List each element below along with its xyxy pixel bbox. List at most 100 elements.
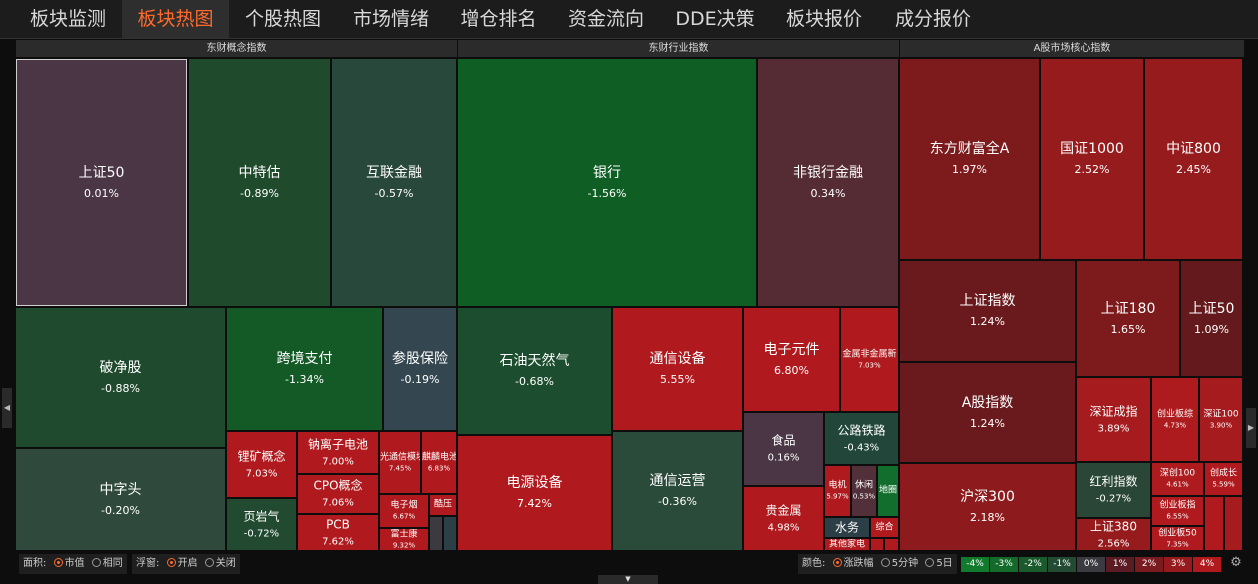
- tile[interactable]: 中证800 2.45%: [1144, 58, 1243, 260]
- tile-name: 锂矿概念: [237, 449, 286, 463]
- left-arrow-icon[interactable]: ◀: [2, 388, 12, 428]
- tile-change: 0.34%: [810, 186, 846, 200]
- gear-icon[interactable]: ⚙: [1230, 555, 1242, 570]
- tile[interactable]: 电源设备 7.42%: [457, 435, 612, 551]
- radio-icon[interactable]: [204, 558, 214, 567]
- tile[interactable]: 水务: [824, 517, 870, 538]
- tile[interactable]: 电机 5.97%: [824, 465, 851, 517]
- tile[interactable]: 综合: [870, 517, 899, 538]
- tile[interactable]: 中字头 -0.20%: [15, 448, 226, 551]
- tile[interactable]: 跨境支付 -1.34%: [226, 307, 383, 431]
- tile[interactable]: 麒麟电池 6.83%: [421, 431, 457, 494]
- radio-icon[interactable]: [880, 558, 890, 567]
- tab-stock-heatmap[interactable]: 个股热图: [244, 8, 321, 30]
- tile[interactable]: 上证50 0.01%: [16, 59, 187, 306]
- tile-change: 4.98%: [767, 522, 800, 533]
- tile[interactable]: 酷压: [429, 494, 457, 516]
- radio-icon[interactable]: [832, 558, 842, 567]
- tile[interactable]: 石油天然气 -0.68%: [457, 307, 612, 435]
- tab-sector-quote[interactable]: 板块报价: [785, 8, 862, 30]
- tile[interactable]: 中特估 -0.89%: [188, 58, 331, 307]
- tile[interactable]: 公路铁路 -0.43%: [824, 412, 899, 465]
- tile-small[interactable]: [884, 538, 899, 551]
- tile-small[interactable]: [443, 516, 457, 551]
- color-option-5min[interactable]: 5分钟: [891, 558, 919, 569]
- tile-name: 钠离子电池: [307, 437, 368, 451]
- tile[interactable]: 电子元件 6.80%: [743, 307, 840, 412]
- tile[interactable]: 食品 0.16%: [743, 412, 824, 486]
- tile-small[interactable]: [870, 538, 884, 551]
- tab-sector-monitor[interactable]: 板块监测: [29, 8, 106, 30]
- tile[interactable]: 破净股 -0.88%: [15, 307, 226, 448]
- tab-dde-decision[interactable]: DDE决策: [675, 8, 755, 30]
- tile[interactable]: 通信运营 -0.36%: [612, 431, 743, 551]
- tile[interactable]: 地圈: [877, 465, 899, 517]
- tile-change: -0.27%: [1095, 493, 1132, 505]
- tile[interactable]: 创业板综 4.73%: [1151, 377, 1199, 462]
- tile[interactable]: 创成长 5.59%: [1204, 462, 1243, 496]
- tile[interactable]: 上证50 1.09%: [1180, 260, 1243, 377]
- tile-name: 沪深300: [960, 489, 1015, 505]
- tile-name: 上证50: [78, 164, 125, 181]
- tile-name: A股指数: [961, 394, 1014, 411]
- tab-market-sentiment[interactable]: 市场情绪: [352, 8, 429, 30]
- tile[interactable]: PCB 7.62%: [297, 514, 379, 551]
- tab-sector-heatmap[interactable]: 板块热图: [122, 0, 229, 38]
- tile-change: 1.97%: [952, 163, 987, 176]
- tile[interactable]: 贵金属 4.98%: [743, 486, 824, 551]
- radio-icon[interactable]: [166, 558, 176, 567]
- down-arrow-icon[interactable]: ▼: [598, 575, 658, 584]
- tile-small[interactable]: [429, 516, 443, 551]
- tile[interactable]: 互联金融 -0.57%: [331, 58, 457, 307]
- tile[interactable]: 银行 -1.56%: [457, 58, 757, 307]
- tile[interactable]: 富士康 9.32%: [379, 528, 429, 551]
- tile[interactable]: 上证180 1.65%: [1076, 260, 1180, 377]
- tile-change: 7.06%: [322, 497, 354, 509]
- float-option-on[interactable]: 开启: [177, 558, 198, 569]
- tile[interactable]: 深证成指 3.89%: [1076, 377, 1151, 462]
- tile[interactable]: CPO概念 7.06%: [297, 474, 379, 514]
- tile[interactable]: 电子烟 6.67%: [379, 494, 429, 528]
- tile[interactable]: 深创100 4.61%: [1151, 462, 1204, 496]
- tile-small[interactable]: [1224, 496, 1243, 551]
- radio-icon[interactable]: [925, 558, 935, 567]
- area-option-equal[interactable]: 相同: [102, 558, 123, 569]
- tile-small[interactable]: [1204, 496, 1224, 551]
- right-arrow-icon[interactable]: ▶: [1246, 408, 1256, 448]
- tile[interactable]: 国证1000 2.52%: [1040, 58, 1144, 260]
- tile[interactable]: 创业板指 6.55%: [1151, 496, 1204, 526]
- tile-change: 6.83%: [427, 464, 451, 472]
- tile-change: 4.73%: [1163, 421, 1187, 429]
- radio-icon[interactable]: [91, 558, 101, 567]
- tab-component-quote[interactable]: 成分报价: [894, 8, 971, 30]
- color-option-change[interactable]: 涨跌幅: [843, 558, 874, 569]
- tile[interactable]: 钠离子电池 7.00%: [297, 431, 379, 474]
- tile[interactable]: 休闲 0.53%: [851, 465, 877, 517]
- tile[interactable]: 其他家电: [824, 538, 870, 551]
- tile[interactable]: 页岩气 -0.72%: [226, 498, 297, 551]
- tab-position-ranking[interactable]: 增仓排名: [460, 8, 537, 30]
- area-option-marketcap[interactable]: 市值: [64, 558, 85, 569]
- color-option-5day[interactable]: 5日: [936, 558, 953, 569]
- tile-change: 0.16%: [767, 452, 800, 464]
- tile[interactable]: 参股保险 -0.19%: [383, 307, 457, 431]
- tile-name: 创业板50: [1158, 528, 1197, 538]
- tile[interactable]: 非银行金融 0.34%: [757, 58, 899, 307]
- tile[interactable]: 上证380 2.56%: [1076, 518, 1151, 551]
- tile[interactable]: 光通信模块 7.45%: [379, 431, 421, 494]
- tab-fund-flow[interactable]: 资金流向: [567, 8, 644, 30]
- tile[interactable]: 锂矿概念 7.03%: [226, 431, 297, 498]
- tile[interactable]: 沪深300 2.18%: [899, 463, 1076, 551]
- tile[interactable]: 金属非金属新 7.03%: [840, 307, 899, 412]
- tile[interactable]: 深证100 3.90%: [1199, 377, 1243, 462]
- tile[interactable]: 通信设备 5.55%: [612, 307, 743, 431]
- tile[interactable]: 上证指数 1.24%: [899, 260, 1076, 362]
- tile-name: 东方财富全A: [929, 141, 1010, 157]
- tile-change: 6.80%: [774, 363, 809, 377]
- float-option-off[interactable]: 关闭: [215, 558, 236, 569]
- tile[interactable]: A股指数 1.24%: [899, 362, 1076, 463]
- tile[interactable]: 东方财富全A 1.97%: [899, 58, 1040, 260]
- radio-icon[interactable]: [53, 558, 63, 567]
- tile[interactable]: 创业板50 7.35%: [1151, 526, 1204, 551]
- tile[interactable]: 红利指数 -0.27%: [1076, 462, 1151, 518]
